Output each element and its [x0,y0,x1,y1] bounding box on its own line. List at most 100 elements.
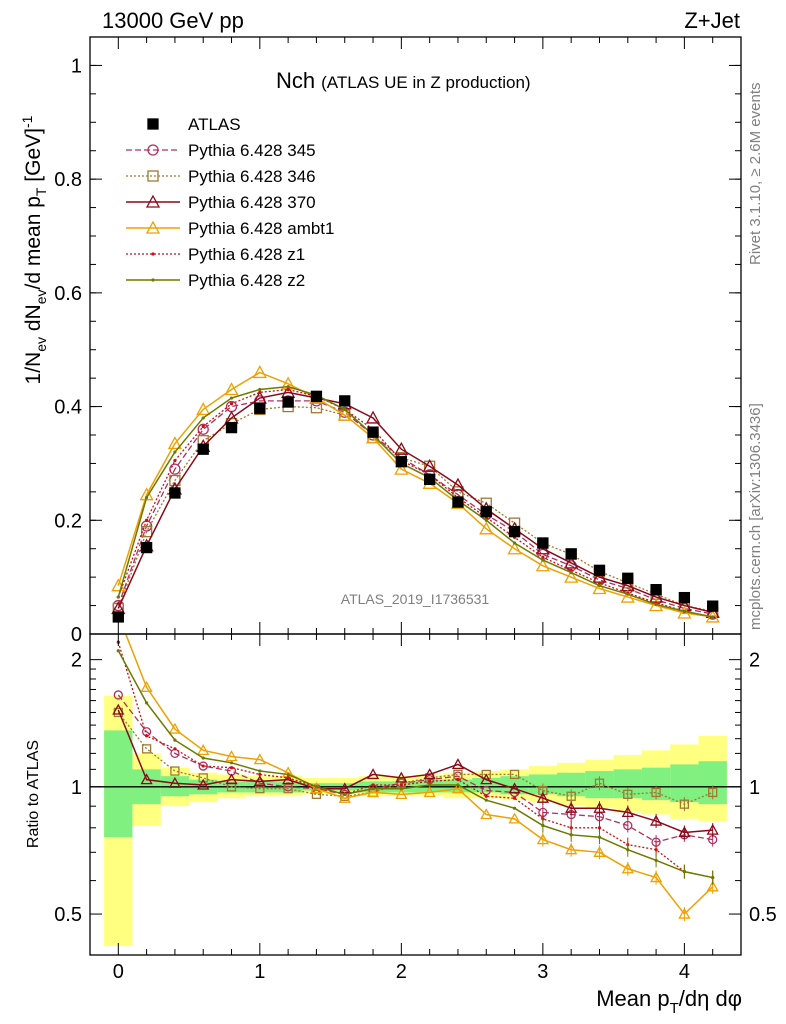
data-point-pythia-6-428-z2 [569,570,573,575]
data-point-pythia-6-428-z2 [484,518,488,522]
ratio-point-pythia-6-428-370 [593,801,606,813]
data-point-pythia-6-428-z2 [145,495,149,500]
legend-label-atlas: ATLAS [188,115,241,134]
data-point-pythia-6-428-z1 [258,390,262,394]
ratio-point-pythia-6-428-ambt1 [395,788,408,799]
data-point-pythia-6-428-ambt1 [620,589,635,603]
legend-entry-pythia-6-428-370: Pythia 6.428 370 [126,193,316,212]
data-point-atlas [395,456,407,468]
ratio-point-pythia-6-428-z1 [428,779,432,784]
data-point-pythia-6-428-ambt1 [592,581,607,595]
legend-label-pythia-6-428-z1: Pythia 6.428 z1 [188,245,305,264]
data-point-pythia-6-428-ambt1 [507,541,522,555]
x-tick-label: 3 [537,961,548,983]
legend-entry-pythia-6-428-ambt1: Pythia 6.428 ambt1 [126,219,334,238]
ratio-point-pythia-6-428-346 [198,773,208,783]
ratio-point-pythia-6-428-z2 [145,701,149,705]
ratio-point-pythia-6-428-ambt1 [225,750,238,762]
ratio-point-pythia-6-428-ambt1 [649,871,663,883]
y-tick-label: 0 [71,624,82,646]
x-axis-label: Mean pT/dη dφ [596,986,742,1017]
ratio-point-pythia-6-428-370 [706,823,719,835]
legend-label-pythia-6-428-370: Pythia 6.428 370 [188,193,316,212]
ratio-point-pythia-6-428-370 [451,758,465,770]
ratio-plot-panel: 0.5 0.5 1 1 2 2 0 1 2 3 4 Ratio to ATLAS Mean pT/d… [25,633,777,1017]
ratio-point-pythia-6-428-z1 [456,778,460,782]
legend-label-pythia-6-428-z2: Pythia 6.428 z2 [188,271,305,290]
ratio-point-pythia-6-428-z2 [258,769,262,773]
data-point-pythia-6-428-ambt1 [224,382,239,396]
ratio-point-pythia-6-428-ambt1 [565,843,578,855]
legend-entry-atlas: ATLAS [147,115,241,134]
data-point-pythia-6-428-ambt1 [535,558,550,572]
y-tick-label: 0.4 [54,397,82,419]
plot-title-sub: (ATLAS UE in Z production) [321,73,530,92]
legend-marker-pythia-6-428-z2 [151,278,155,282]
data-point-pythia-6-428-370 [450,477,466,491]
ratio-point-pythia-6-428-ambt1 [168,722,182,734]
data-point-atlas [225,421,238,434]
legend-label-pythia-6-428-346: Pythia 6.428 346 [188,167,316,186]
ratio-point-pythia-6-428-346 [594,778,605,788]
y-tick-label: 0.8 [54,169,82,191]
ratio-point-pythia-6-428-370 [168,776,182,788]
ratio-point-pythia-6-428-ambt1 [253,753,266,765]
data-point-pythia-6-428-z2 [258,387,262,392]
data-point-pythia-6-428-ambt1 [337,407,352,421]
data-point-pythia-6-428-ambt1 [167,436,183,450]
ratio-point-pythia-6-428-z2 [541,823,545,828]
ratio-point-pythia-6-428-z1 [654,848,658,852]
ratio-point-pythia-6-428-z1 [258,772,262,777]
series-line-pythia-6-428-370 [117,391,713,614]
atlas-uncertainty-bands [104,696,727,947]
ratio-y-tick-label-left: 1 [71,777,82,799]
ratio-point-pythia-6-428-z1 [399,783,403,787]
data-point-pythia-6-428-z1 [145,518,149,522]
ratio-point-pythia-6-428-370 [649,814,663,826]
ratio-point-pythia-6-428-ambt1 [366,786,380,798]
data-point-pythia-6-428-ambt1 [196,402,211,416]
ratio-point-pythia-6-428-346 [226,782,237,792]
data-point-atlas [565,548,577,560]
ratio-point-pythia-6-428-370 [282,773,295,785]
ratio-point-pythia-6-428-ambt1 [423,786,436,798]
data-point-atlas [339,395,351,407]
ratio-point-pythia-6-428-z2 [399,787,403,791]
legend-entry-pythia-6-428-z1: Pythia 6.428 z1 [126,245,305,264]
ratio-point-pythia-6-428-z2 [116,649,120,653]
ratio-point-pythia-6-428-ambt1 [508,812,521,824]
data-point-pythia-6-428-z2 [229,396,234,400]
data-point-pythia-6-428-z2 [654,602,658,607]
data-point-pythia-6-428-z1 [229,402,234,406]
data-point-atlas [480,506,492,518]
ratio-series-pythia-6-428-z2 [116,649,715,885]
data-point-atlas [112,611,124,623]
plot-title: Nch (ATLAS UE in Z production) [276,68,531,93]
ratio-point-pythia-6-428-z1 [512,796,517,800]
ratio-point-pythia-6-428-346 [566,791,576,801]
data-point-pythia-6-428-ambt1 [394,461,409,475]
ratio-point-pythia-6-428-345 [623,820,633,831]
data-point-pythia-6-428-370 [422,458,437,472]
data-point-pythia-6-428-370 [365,410,381,424]
ratio-point-pythia-6-428-z1 [145,734,149,738]
data-point-atlas [537,537,549,549]
ratio-point-pythia-6-428-370 [678,826,691,838]
data-point-pythia-6-428-z2 [512,541,517,545]
data-point-atlas [678,591,691,604]
data-point-pythia-6-428-z1 [173,458,177,463]
ratio-y-tick-label-left: 0.5 [54,904,82,926]
ratio-point-pythia-6-428-ambt1 [451,782,465,794]
legend-marker-pythia-6-428-370 [145,194,161,208]
data-point-pythia-6-428-345 [169,463,181,475]
data-point-atlas [650,584,662,596]
ratio-y-tick-label-right: 2 [749,650,760,672]
ratio-line-pythia-6-428-z2 [117,650,713,879]
data-point-pythia-6-428-z2 [711,615,715,619]
data-point-atlas [508,526,521,538]
analysis-watermark: ATLAS_2019_I1736531 [341,591,490,607]
data-point-pythia-6-428-z1 [201,424,205,429]
data-point-pythia-6-428-z2 [626,592,630,596]
x-tick-label: 1 [254,961,265,983]
legend-marker-pythia-6-428-345 [147,144,159,156]
